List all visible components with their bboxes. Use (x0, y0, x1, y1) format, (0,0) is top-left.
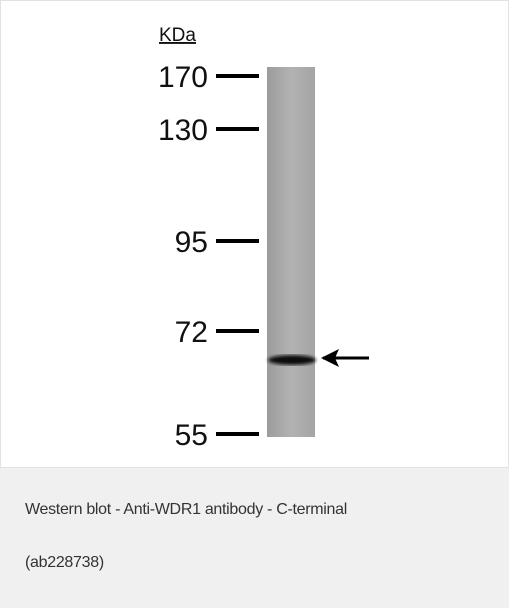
unit-label: KDa (159, 25, 196, 46)
blot-image: KDa 170 130 95 72 55 (1, 1, 508, 467)
marker-label: 55 (175, 419, 208, 452)
blot-figure: KDa 170 130 95 72 55 (0, 0, 509, 468)
marker-label: 170 (158, 61, 208, 94)
caption-text: Western blot - Anti-WDR1 antibody - C-te… (25, 501, 347, 519)
lane (267, 67, 315, 437)
page: KDa 170 130 95 72 55 Western blot - Anti-WDR… (0, 0, 509, 608)
marker-label: 72 (175, 316, 208, 349)
marker-label: 95 (175, 226, 208, 259)
caption-area: Western blot - Anti-WDR1 antibody - C-te… (0, 468, 509, 608)
band (268, 355, 316, 365)
caption-text: (ab228738) (25, 554, 104, 572)
marker-label: 130 (158, 114, 208, 147)
